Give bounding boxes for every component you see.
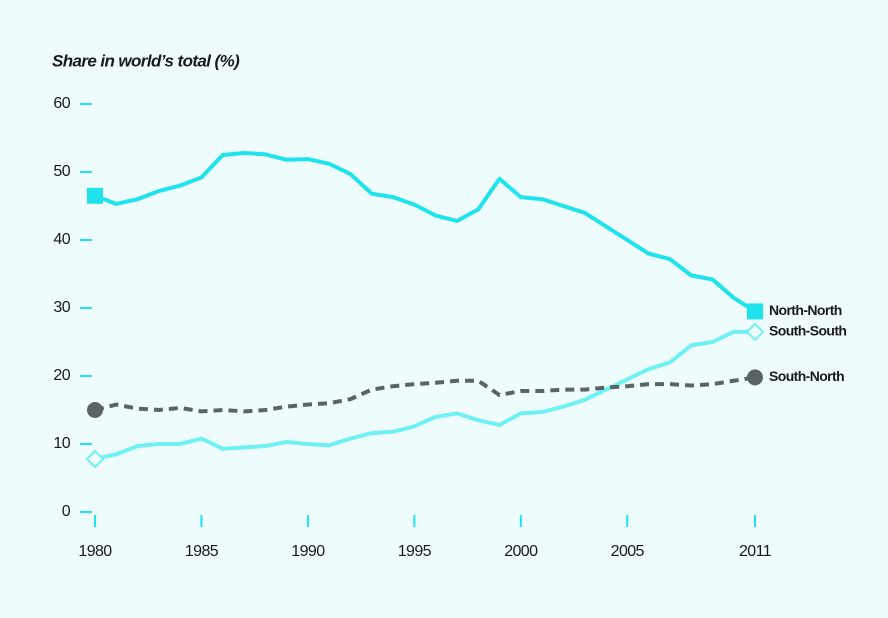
x-tick-label: 2005 (611, 543, 645, 560)
y-tick-label: 50 (53, 163, 70, 180)
x-tick-label: 2011 (739, 543, 772, 560)
y-tick-label: 0 (62, 503, 71, 520)
y-tick-label: 40 (53, 231, 70, 248)
axis-title: Share in world’s total (%) (52, 51, 240, 70)
end-marker (747, 369, 763, 386)
y-tick-label: 20 (53, 367, 70, 384)
series-line (94, 150, 757, 314)
series-label: South-South (769, 323, 846, 339)
series-label: South-North (769, 368, 844, 384)
end-marker (745, 322, 765, 342)
x-tick-label: 2000 (504, 543, 538, 560)
y-tick-label: 10 (53, 435, 70, 452)
series-line (94, 375, 756, 414)
series-line (94, 329, 755, 461)
series-label: North-North (769, 302, 842, 318)
end-marker (85, 449, 105, 469)
y-tick-label: 30 (53, 299, 70, 316)
end-marker (87, 187, 103, 204)
end-marker (747, 303, 763, 320)
x-tick-label: 1990 (291, 543, 325, 560)
x-tick-label: 1980 (78, 543, 112, 560)
end-marker (87, 402, 103, 418)
x-tick-label: 1995 (398, 543, 432, 560)
y-tick-label: 60 (53, 95, 70, 112)
x-tick-label: 1985 (185, 543, 219, 560)
